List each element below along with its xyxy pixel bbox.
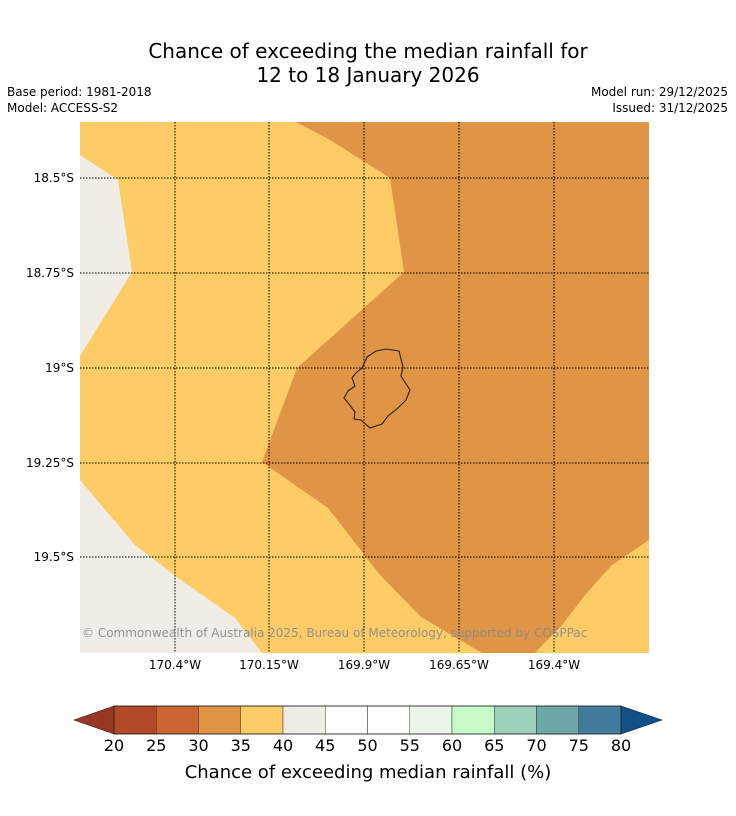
lon-label-169-9: 169.9°W	[337, 658, 391, 672]
lat-label-18-5: 18.5°S	[33, 171, 74, 185]
colorbar-tick-label: 75	[568, 736, 589, 755]
colorbar-label: Chance of exceeding median rainfall (%)	[184, 762, 552, 783]
colorbar-tick-label: 65	[484, 736, 505, 755]
lon-label-169-4: 169.4°W	[527, 658, 581, 672]
niue-island-outline	[343, 348, 411, 429]
colorbar-over-arrow	[620, 705, 663, 735]
colorbar-bin	[282, 705, 326, 735]
colorbar-tick-label: 50	[357, 736, 378, 755]
lon-label-170-15: 170.15°W	[239, 658, 299, 672]
copyright-notice: © Commonwealth of Australia 2025, Bureau…	[82, 626, 588, 640]
colorbar-bin	[156, 705, 199, 735]
colorbar-tick-label: 35	[230, 736, 251, 755]
colorbar	[73, 705, 663, 735]
lon-label-169-65: 169.65°W	[429, 658, 489, 672]
colorbar-tick-label: 40	[272, 736, 294, 755]
colorbar-tick-label: 45	[315, 736, 336, 755]
colorbar-bin	[494, 705, 537, 735]
colorbar-tick-label: 25	[146, 736, 167, 755]
lat-label-18-75: 18.75°S	[26, 266, 74, 280]
colorbar-bins	[113, 705, 622, 735]
lat-label-19-25: 19.25°S	[26, 456, 74, 470]
colorbar-bin	[578, 705, 622, 735]
colorbar-bin	[113, 705, 157, 735]
colorbar-tick-label: 60	[441, 736, 463, 755]
colorbar-tick-label: 30	[188, 736, 209, 755]
lat-label-19: 19°S	[45, 361, 74, 375]
colorbar-frame	[113, 705, 622, 735]
map-gridlines	[80, 122, 649, 653]
model-run-date: Model run: 29/12/2025	[590, 85, 728, 99]
colorbar-bin	[409, 705, 453, 735]
issued-date: Issued: 31/12/2025	[612, 101, 728, 115]
colorbar-tick-label: 70	[526, 736, 547, 755]
chart-title-line1: Chance of exceeding the median rainfall …	[148, 39, 588, 63]
model-name: Model: ACCESS-S2	[7, 101, 119, 115]
colorbar-under-arrow	[73, 705, 115, 735]
region-30-35	[262, 122, 649, 653]
lon-label-170-4: 170.4°W	[148, 658, 202, 672]
colorbar-bin	[536, 705, 579, 735]
colorbar-bin	[240, 705, 284, 735]
colorbar-bin	[451, 705, 495, 735]
colorbar-tick-label: 80	[610, 736, 632, 755]
colorbar-tick-label: 55	[399, 736, 420, 755]
colorbar-bin	[198, 705, 241, 735]
map-area	[80, 122, 649, 653]
lat-label-19-5: 19.5°S	[33, 550, 74, 564]
region-40-45-northwest	[80, 155, 132, 356]
base-period: Base period: 1981-2018	[7, 85, 152, 99]
colorbar-tick-label: 20	[103, 736, 125, 755]
region-40-45-southwest	[80, 480, 262, 653]
chart-title-line2: 12 to 18 January 2026	[256, 63, 480, 87]
colorbar-bin	[367, 705, 410, 735]
colorbar-bin	[325, 705, 368, 735]
